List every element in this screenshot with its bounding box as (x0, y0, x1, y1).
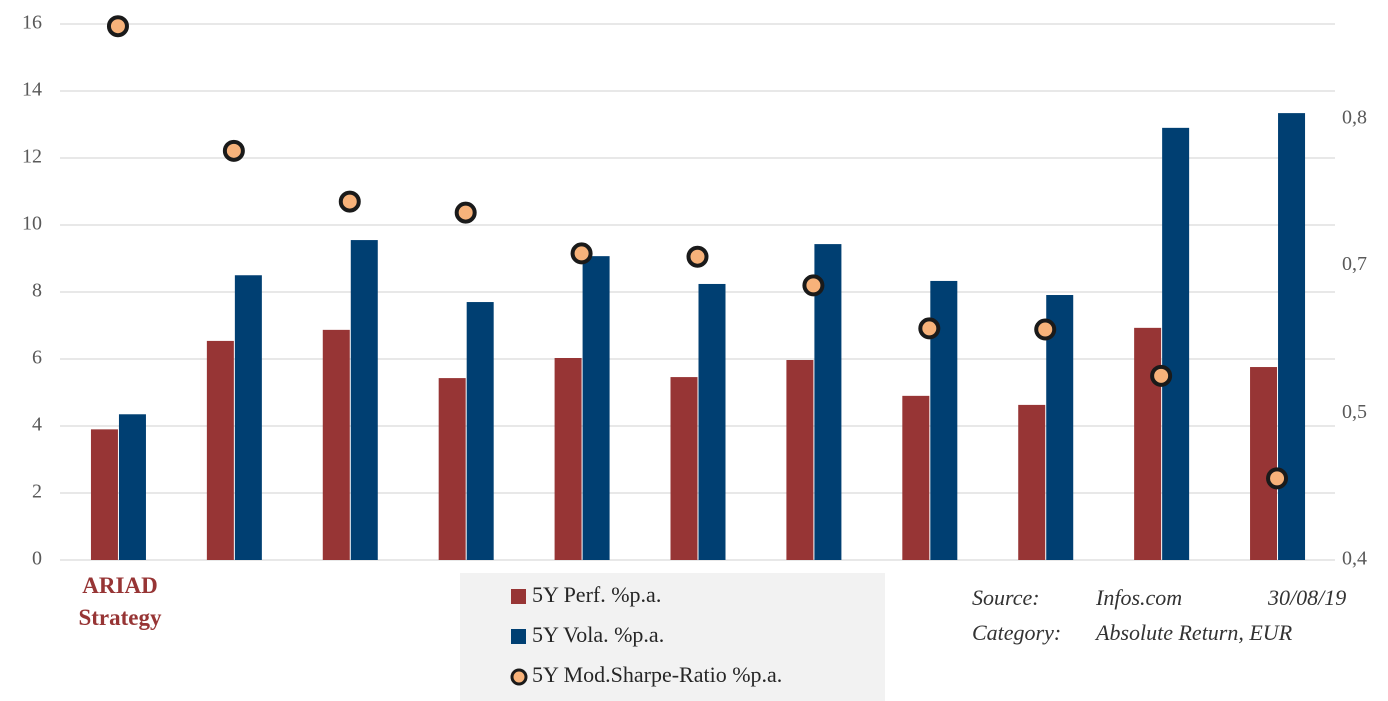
y2-tick-label: 0,4 (1342, 548, 1367, 570)
legend: 5Y Perf. %p.a. 5Y Vola. %p.a. 5Y Mod.Sharp… (460, 573, 885, 701)
bar (1018, 404, 1046, 560)
source-date: 30/08/19 (1268, 585, 1347, 610)
sharpe-dot (1034, 318, 1057, 341)
legend-label: 5Y Perf. %p.a. (532, 582, 661, 607)
sharpe-dot (454, 201, 477, 224)
bar (1250, 367, 1278, 560)
sharpe-dot (570, 242, 593, 265)
bar (814, 244, 842, 560)
sharpe-dot (686, 245, 709, 268)
bar (670, 377, 698, 560)
bar (322, 329, 350, 560)
category-note-label: Category: (972, 620, 1062, 645)
bar (438, 378, 466, 560)
legend-label: 5Y Mod.Sharpe-Ratio %p.a. (532, 662, 782, 687)
bar (554, 357, 582, 560)
y-tick-label: 10 (22, 213, 42, 235)
y-tick-label: 14 (22, 79, 42, 101)
bar (90, 429, 118, 560)
y-tick-label: 4 (32, 414, 42, 436)
sharpe-dot (1150, 364, 1173, 387)
bar (786, 360, 814, 560)
legend-items: 5Y Perf. %p.a. 5Y Vola. %p.a. 5Y Mod.Sharp… (510, 582, 782, 687)
sharpe-dot (802, 274, 825, 297)
sharpe-dot (918, 317, 941, 340)
source-name: Infos.com (1096, 585, 1183, 610)
y2-tick-label: 0,7 (1342, 253, 1367, 275)
sharpe-dot (106, 15, 129, 38)
y-tick-label: 8 (32, 280, 42, 302)
sharpe-dot (222, 139, 245, 162)
y-tick-label: 2 (32, 481, 42, 503)
y-tick-label: 6 (32, 347, 42, 369)
bar (698, 283, 726, 560)
legend-marker (511, 589, 526, 604)
y-tick-label: 12 (22, 146, 42, 168)
bar (234, 275, 262, 560)
sharpe-dot (338, 190, 361, 213)
y2-tick-label: 0,5 (1342, 401, 1367, 423)
bar (466, 302, 494, 560)
bar (1046, 295, 1074, 560)
legend-marker (510, 668, 528, 686)
bar (1162, 127, 1190, 560)
bar (1278, 113, 1306, 561)
bar (1134, 327, 1162, 560)
legend-marker (511, 629, 526, 644)
category-note-value: Absolute Return, EUR (1096, 620, 1293, 645)
bar (902, 395, 930, 560)
category-label: ARIAD Strategy (78, 573, 162, 630)
y2-tick-label: 0,8 (1342, 106, 1367, 128)
bar (118, 414, 146, 560)
source-label: Source: (972, 585, 1040, 610)
bar (206, 340, 234, 560)
sharpe-dot (1266, 467, 1289, 490)
y-tick-label: 0 (32, 548, 42, 570)
bar (582, 256, 610, 560)
y-tick-label: 16 (22, 12, 42, 34)
bar (350, 240, 378, 560)
legend-label: 5Y Vola. %p.a. (532, 622, 664, 647)
